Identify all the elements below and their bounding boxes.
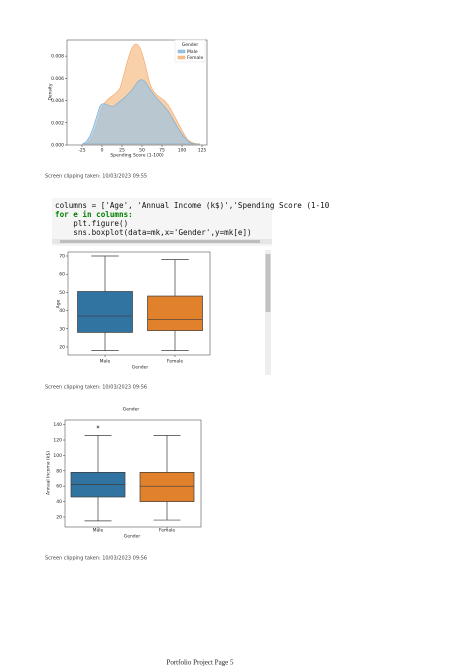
- x-tick-label: 0: [101, 148, 104, 154]
- y-tick-label: 0.004: [51, 98, 64, 104]
- y-tick-label: 60: [56, 484, 62, 490]
- y-tick-label: 40: [56, 499, 62, 505]
- y-tick-label: 0.000: [51, 143, 64, 149]
- x-tick-label: 50: [139, 148, 145, 154]
- code-line: plt.figure(): [55, 219, 128, 228]
- y-tick-label: 20: [56, 514, 62, 520]
- code-line: for e in columns:: [55, 210, 133, 219]
- y-tick-label: 30: [59, 326, 65, 332]
- y-tick-label: 40: [59, 308, 65, 314]
- box: [139, 471, 195, 502]
- plot-frame: [64, 419, 202, 528]
- box: [77, 291, 133, 333]
- y-tick-label: 80: [56, 468, 62, 474]
- y-tick-label: 70: [59, 254, 65, 260]
- plot-frame: [67, 251, 211, 356]
- x-tick-label: -25: [78, 148, 85, 154]
- code-cell: [52, 198, 272, 246]
- x-tick-label: Female: [167, 359, 184, 365]
- scroll-thumb[interactable]: [265, 254, 271, 312]
- y-axis-label: Age: [56, 299, 62, 308]
- flier: [96, 425, 100, 429]
- y-tick-label: 120: [53, 438, 62, 444]
- caption: Screen clipping taken: 10/03/2023 09:56: [45, 385, 147, 391]
- page-footer: Portfolio Project Page 5: [166, 659, 234, 667]
- x-tick-label: 125: [198, 148, 207, 154]
- y-tick-label: 0.008: [51, 54, 64, 60]
- scroll-thumb[interactable]: [60, 240, 260, 243]
- legend-title: Gender: [182, 42, 199, 48]
- y-tick-label: 20: [59, 344, 65, 350]
- legend-swatch: [177, 49, 186, 54]
- kde-male: [81, 79, 201, 145]
- y-axis-label: Density: [48, 83, 54, 100]
- y-tick-label: 50: [59, 290, 65, 296]
- x-tick-label: 75: [159, 148, 165, 154]
- box: [147, 295, 203, 331]
- y-tick-label: 0.002: [51, 120, 64, 126]
- x-tick-label: 25: [119, 148, 125, 154]
- code-line: columns = ['Age', 'Annual Income (k$)','…: [55, 201, 330, 210]
- legend-swatch: [177, 55, 186, 60]
- legend-entry: Male: [187, 49, 198, 55]
- y-tick-label: 0.006: [51, 76, 64, 82]
- y-tick-label: 100: [53, 453, 62, 459]
- x-tick-label: Male: [93, 528, 104, 534]
- v-scrollbar[interactable]: [265, 250, 271, 375]
- x-tick-label: Female: [159, 528, 176, 534]
- legend-entry: Female: [187, 55, 204, 61]
- chart-title: Gender: [123, 407, 140, 413]
- x-axis-label: Spending Score (1-100): [110, 153, 163, 159]
- y-axis-label: Annual Income (k$): [46, 451, 52, 495]
- y-tick-label: 140: [53, 422, 62, 428]
- y-tick-label: 60: [59, 272, 65, 278]
- caption: Screen clipping taken: 10/03/2023 09:55: [45, 174, 147, 180]
- x-axis-label: Gender: [124, 534, 141, 540]
- x-tick-label: Male: [100, 359, 111, 365]
- plot-frame: [66, 39, 208, 146]
- x-axis-label: Gender: [132, 365, 149, 371]
- x-tick-label: 100: [178, 148, 187, 154]
- caption: Screen clipping taken: 10/03/2023 09:56: [45, 556, 147, 562]
- code-line: sns.boxplot(data=mk,x='Gender',y=mk[e]): [55, 228, 252, 237]
